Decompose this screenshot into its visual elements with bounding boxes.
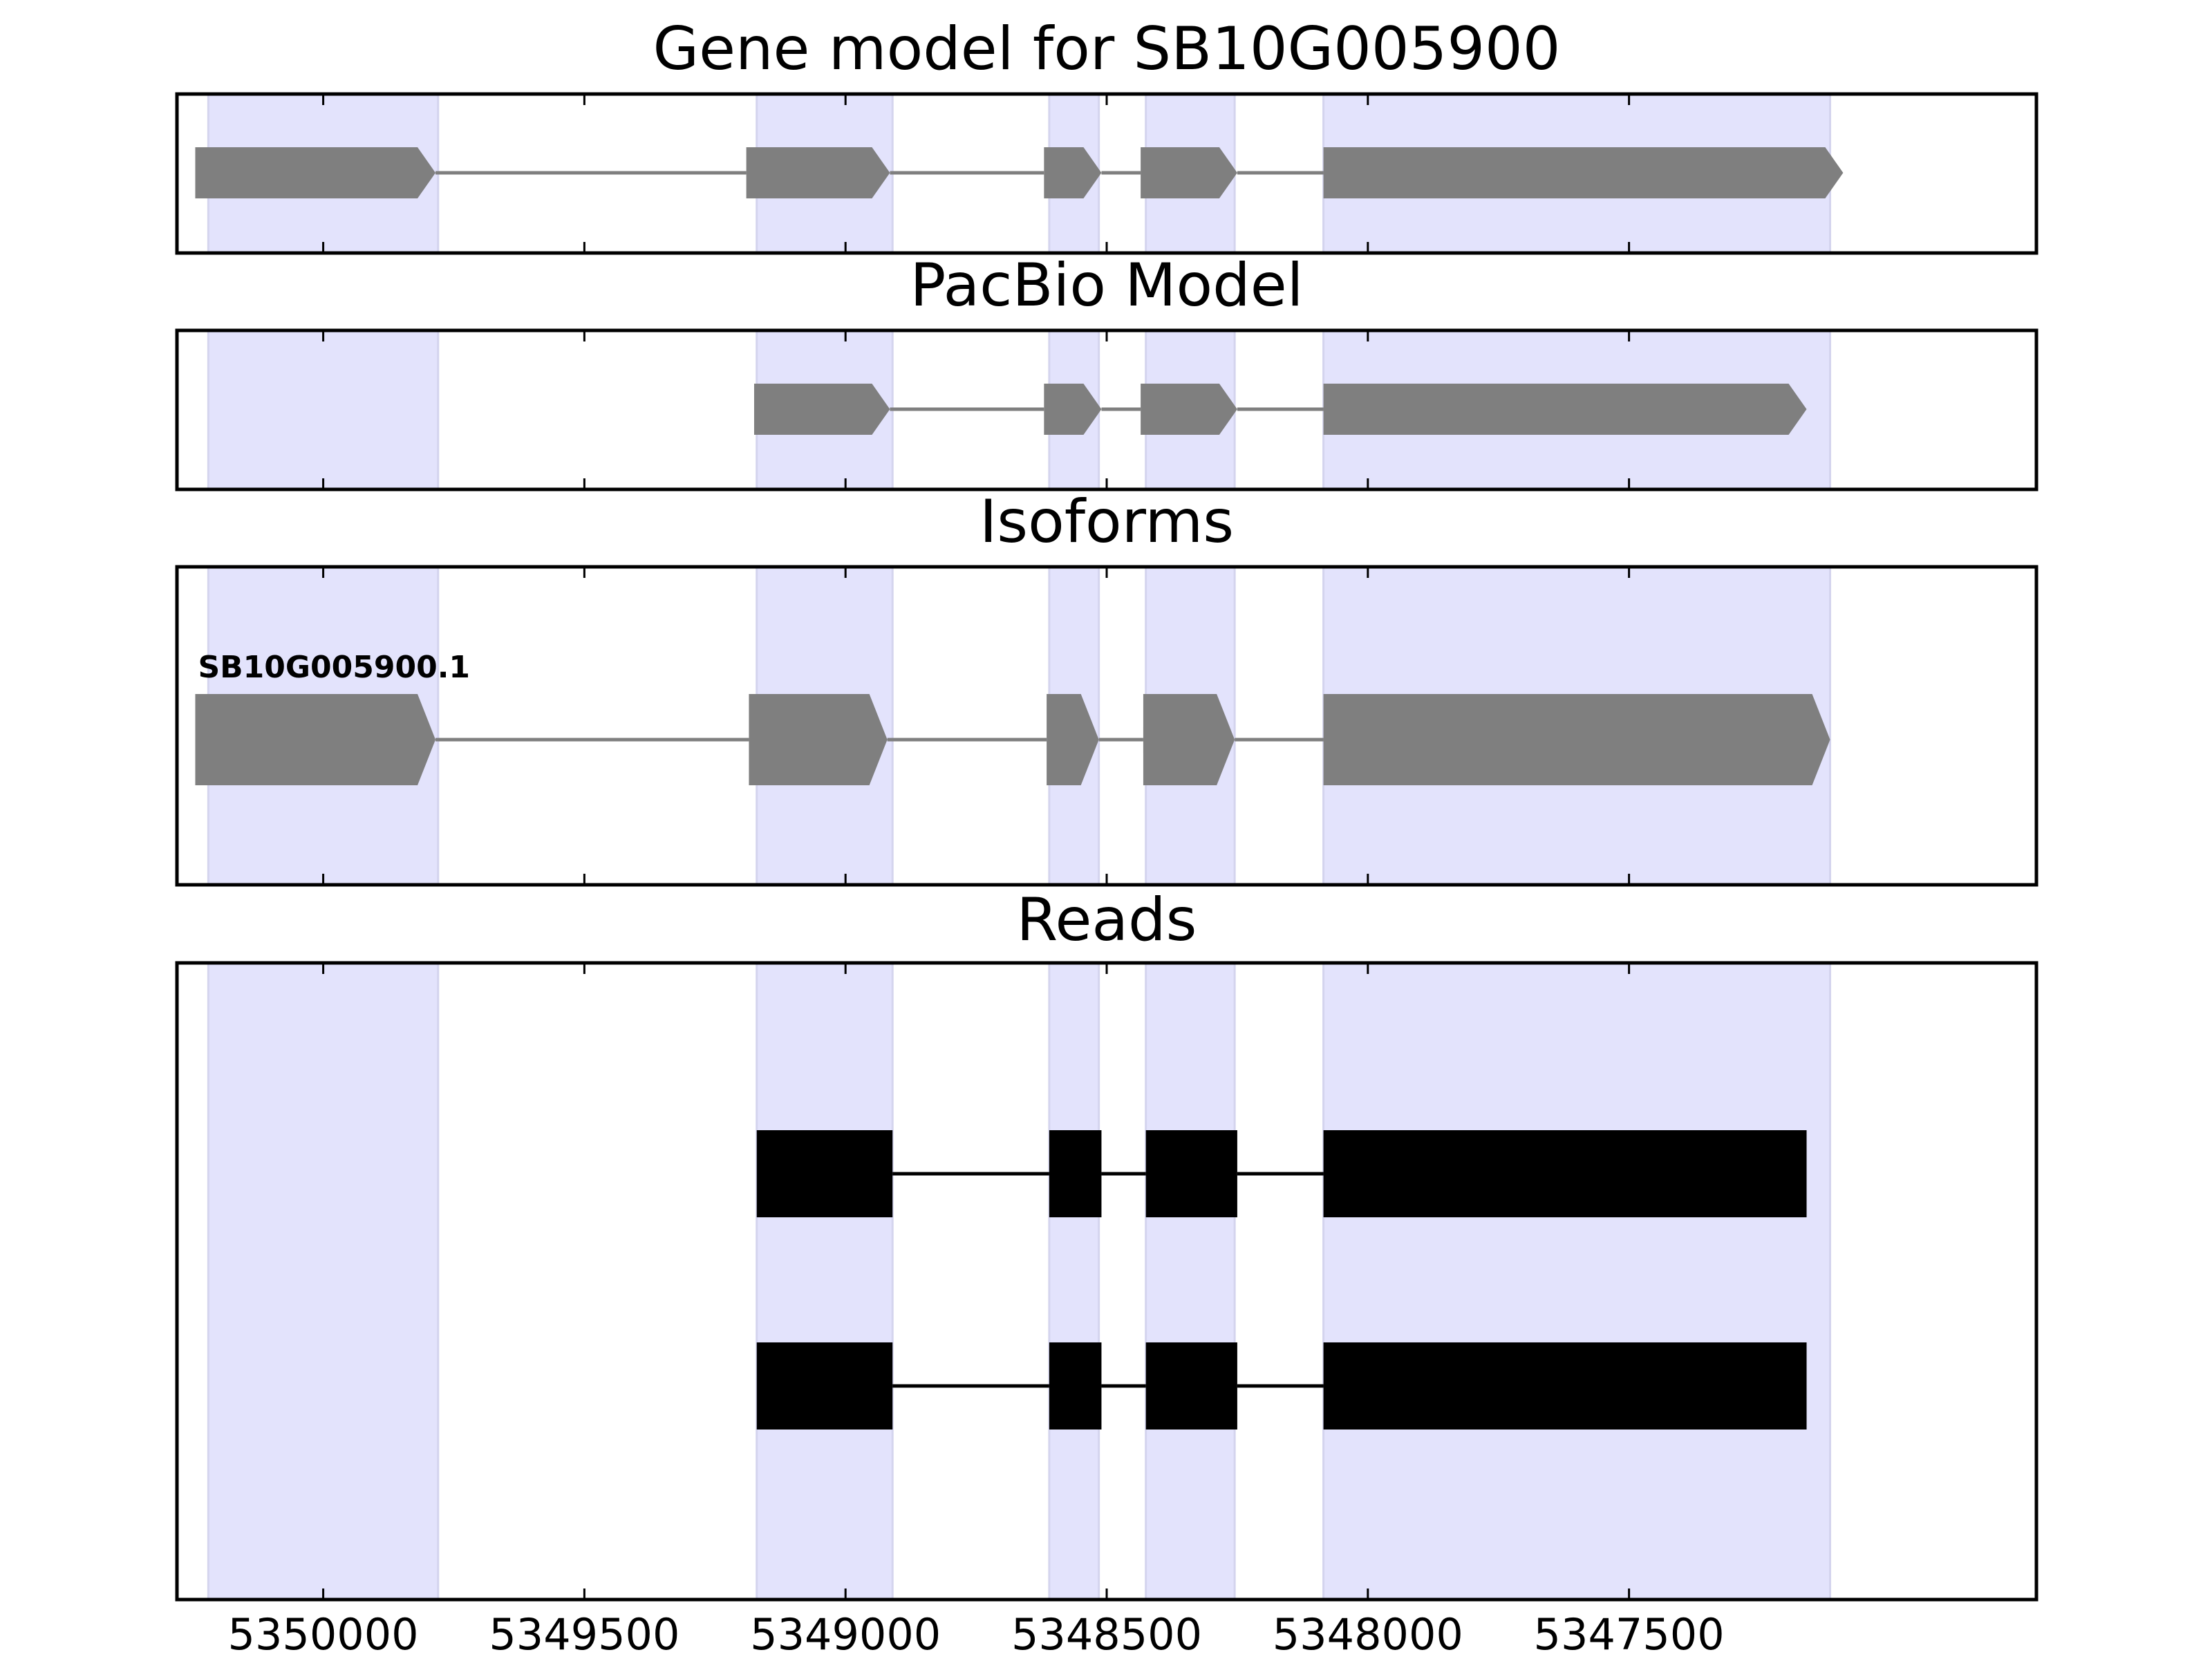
read-exon-block xyxy=(1049,1130,1102,1217)
panel-title: Reads xyxy=(1017,885,1197,955)
axes-frame xyxy=(175,565,2038,887)
exon-arrow xyxy=(1047,694,1099,785)
highlight-region xyxy=(1145,962,1236,1601)
read-exon-block xyxy=(1145,1130,1237,1217)
x-tick-label: 5347500 xyxy=(1534,1609,1725,1659)
highlight-region xyxy=(1048,962,1100,1601)
exon-arrow xyxy=(749,694,888,785)
exon-arrow xyxy=(1323,147,1844,198)
exon-arrow xyxy=(1141,147,1237,198)
exon-arrow xyxy=(1141,384,1237,435)
highlight-region xyxy=(207,962,440,1601)
exon-arrow xyxy=(746,147,890,198)
read-exon-block xyxy=(756,1342,893,1430)
highlight-region xyxy=(756,962,894,1601)
exon-arrow xyxy=(1143,694,1235,785)
exon-arrow xyxy=(1044,147,1102,198)
highlight-region xyxy=(207,329,440,491)
exon-arrow xyxy=(1044,384,1102,435)
axes-frame xyxy=(175,328,2038,491)
read-exon-block xyxy=(1049,1342,1102,1430)
exon-arrow xyxy=(195,147,436,198)
axes-frame xyxy=(175,961,2038,1602)
read-exon-block xyxy=(1323,1130,1807,1217)
read-exon-block xyxy=(1145,1342,1237,1430)
x-tick-label: 5349500 xyxy=(489,1609,679,1659)
highlight-region xyxy=(1322,962,1832,1601)
panel-4: Reads 5350000 5349500 5349000 5348500 5348000… xyxy=(175,885,2038,1659)
panel-3: Isoforms SB10G005900.1 xyxy=(175,487,2038,887)
exon-arrow xyxy=(753,384,890,435)
x-tick-label: 5348000 xyxy=(1273,1609,1463,1659)
read-exon-block xyxy=(756,1130,893,1217)
exon-arrow xyxy=(1323,384,1807,435)
isoform-label: SB10G005900.1 xyxy=(198,650,470,685)
exon-arrow xyxy=(1323,694,1830,785)
panel-title: PacBio Model xyxy=(910,251,1303,320)
panel-title: Gene model for SB10G005900 xyxy=(653,15,1561,84)
x-tick-label: 5348500 xyxy=(1011,1609,1202,1659)
read-exon-block xyxy=(1323,1342,1807,1430)
exon-arrow xyxy=(195,694,436,785)
panel-title: Isoforms xyxy=(980,487,1234,556)
panel-1: Gene model for SB10G005900 xyxy=(175,15,2038,255)
x-tick-label: 5350000 xyxy=(228,1609,419,1659)
x-tick-label: 5349000 xyxy=(750,1609,941,1659)
panel-2: PacBio Model xyxy=(175,251,2038,491)
axes-frame xyxy=(175,92,2038,255)
